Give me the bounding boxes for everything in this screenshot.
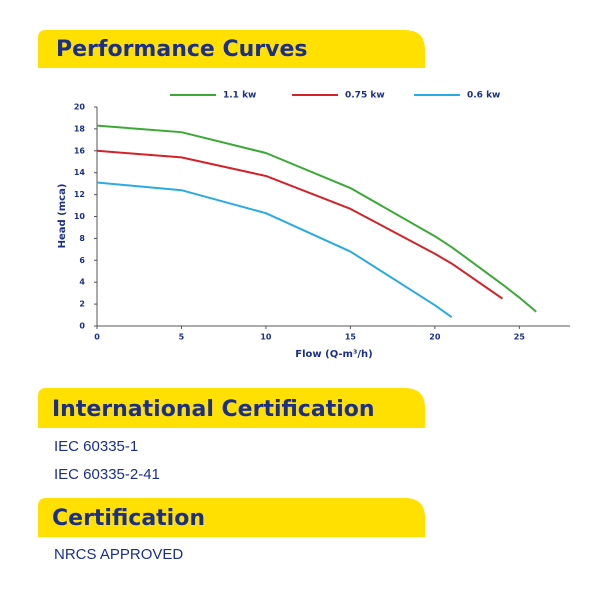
curve	[96, 124, 537, 313]
certification-item: IEC 60335-1	[54, 438, 138, 455]
y-tick-label: 20	[74, 103, 86, 112]
y-tick-label: 4	[79, 278, 85, 287]
certification-item: NRCS APPROVED	[54, 546, 183, 563]
curve	[96, 181, 453, 319]
section-title: Performance Curves	[56, 37, 308, 62]
section-title: International Certification	[52, 397, 375, 422]
x-axis-label: Flow (Q-m³/h)	[295, 349, 372, 360]
y-tick-label: 8	[79, 234, 85, 243]
legend-label: 0.75 kw	[345, 91, 385, 101]
x-tick-label: 5	[179, 333, 185, 342]
y-tick-label: 2	[79, 300, 85, 309]
x-tick-label: 15	[345, 333, 357, 342]
certification-item: IEC 60335-2-41	[54, 466, 160, 483]
section-title: Certification	[52, 506, 205, 531]
y-tick-label: 12	[74, 190, 85, 199]
legend-label: 1.1 kw	[223, 91, 256, 101]
legend-label: 0.6 kw	[467, 91, 500, 101]
banner	[38, 498, 425, 537]
curve	[96, 149, 503, 300]
banner	[38, 30, 425, 68]
y-tick-label: 10	[74, 212, 86, 221]
y-tick-label: 0	[79, 322, 85, 331]
y-tick-label: 6	[79, 256, 85, 265]
y-tick-label: 16	[74, 146, 86, 155]
x-tick-label: 25	[514, 333, 526, 342]
y-tick-label: 18	[74, 124, 86, 133]
x-tick-label: 20	[429, 333, 441, 342]
banner	[38, 388, 425, 428]
x-tick-label: 10	[260, 333, 272, 342]
x-tick-label: 0	[94, 333, 100, 342]
y-tick-label: 14	[74, 168, 86, 177]
y-axis-label: Head (mca)	[57, 184, 68, 249]
